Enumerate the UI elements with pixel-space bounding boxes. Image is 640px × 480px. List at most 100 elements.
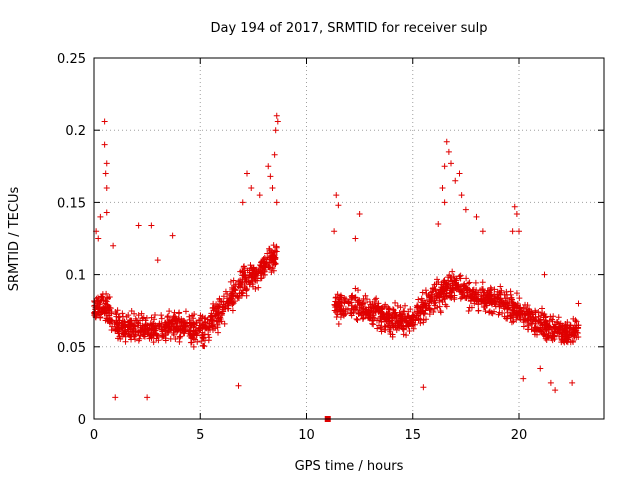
data-point (544, 319, 551, 326)
data-point (362, 292, 369, 299)
data-point (165, 313, 172, 320)
data-point-outlier (273, 112, 280, 119)
data-point (335, 295, 342, 302)
data-point (273, 243, 280, 250)
data-point (121, 318, 128, 325)
data-point (268, 249, 275, 256)
data-point (150, 339, 157, 346)
data-point (94, 300, 101, 307)
data-point-outlier (511, 203, 518, 210)
data-point-outlier (271, 151, 278, 158)
y-tick-label: 0.25 (57, 52, 86, 67)
data-point-outlier (448, 160, 454, 167)
data-point-outlier (547, 379, 554, 386)
data-point (524, 302, 531, 309)
data-point-outlier (144, 394, 151, 401)
data-point (199, 342, 206, 349)
data-point (104, 301, 111, 308)
data-point-outlier (441, 163, 448, 170)
data-point (497, 283, 504, 290)
data-point (426, 305, 433, 312)
y-tick-label: 0 (78, 413, 86, 428)
data-point (249, 278, 256, 285)
data-point (513, 290, 520, 297)
data-point (524, 326, 531, 333)
data-point (501, 301, 508, 308)
data-point (371, 296, 378, 303)
data-point (378, 325, 385, 332)
data-point (414, 304, 421, 311)
data-point (355, 310, 362, 317)
data-point (508, 319, 515, 326)
data-point (200, 321, 207, 328)
data-point (182, 308, 189, 315)
data-point (479, 279, 486, 286)
data-point (399, 318, 406, 325)
data-point-outlier (103, 160, 110, 167)
data-point (410, 325, 417, 332)
data-point (526, 308, 533, 315)
data-point-outlier (267, 173, 274, 180)
grid-lines (94, 58, 604, 419)
data-point (543, 336, 550, 343)
data-point-outlier (520, 375, 527, 382)
data-point (95, 309, 102, 316)
data-point (221, 304, 228, 311)
data-point-outlier (103, 184, 110, 191)
data-point (237, 284, 244, 291)
data-point (232, 287, 239, 294)
x-tick-label: 5 (196, 428, 204, 443)
data-point (341, 299, 348, 306)
data-point (375, 300, 382, 307)
data-point-outlier (443, 138, 450, 145)
data-point (445, 279, 452, 286)
data-point (264, 250, 271, 257)
data-point (175, 310, 182, 317)
data-point (171, 309, 178, 316)
data-point (356, 301, 363, 308)
data-point-outlier (269, 184, 276, 191)
axis-ticks: 0 5 10 15 20 0 0.05 0.1 0.15 0.2 0.25 (57, 52, 604, 443)
data-point (155, 337, 162, 344)
y-axis-label: SRMTID / TECUs (7, 187, 22, 292)
data-point (114, 324, 121, 331)
data-point-outlier (135, 222, 142, 229)
data-point (258, 259, 265, 266)
data-point (370, 321, 377, 328)
x-tick-label: 10 (298, 428, 315, 443)
data-point (272, 255, 279, 262)
data-point (195, 325, 202, 332)
data-point (158, 312, 165, 319)
data-point (496, 289, 503, 296)
data-point (172, 317, 179, 324)
data-point (563, 331, 570, 338)
data-point (433, 281, 440, 288)
data-point (478, 286, 485, 293)
data-point (247, 265, 254, 272)
data-point (448, 294, 455, 301)
data-point (230, 277, 237, 284)
data-point (405, 320, 412, 327)
data-point (423, 290, 430, 297)
data-point (243, 292, 250, 299)
data-point (373, 295, 380, 302)
data-point (352, 285, 359, 292)
data-point (392, 299, 399, 306)
data-point (410, 312, 417, 319)
data-point (554, 319, 561, 326)
data-point-outlier (110, 242, 117, 249)
data-point (383, 316, 390, 323)
data-point (415, 315, 422, 322)
data-point (164, 314, 171, 321)
data-point (466, 279, 473, 286)
data-point (216, 295, 223, 302)
data-point-outlier (569, 379, 576, 386)
data-point (122, 338, 129, 345)
data-point (364, 314, 371, 321)
data-point (96, 305, 103, 312)
data-point (406, 328, 413, 335)
data-point (449, 282, 456, 289)
data-point (158, 321, 165, 328)
data-point (443, 281, 450, 288)
data-point (108, 317, 115, 324)
